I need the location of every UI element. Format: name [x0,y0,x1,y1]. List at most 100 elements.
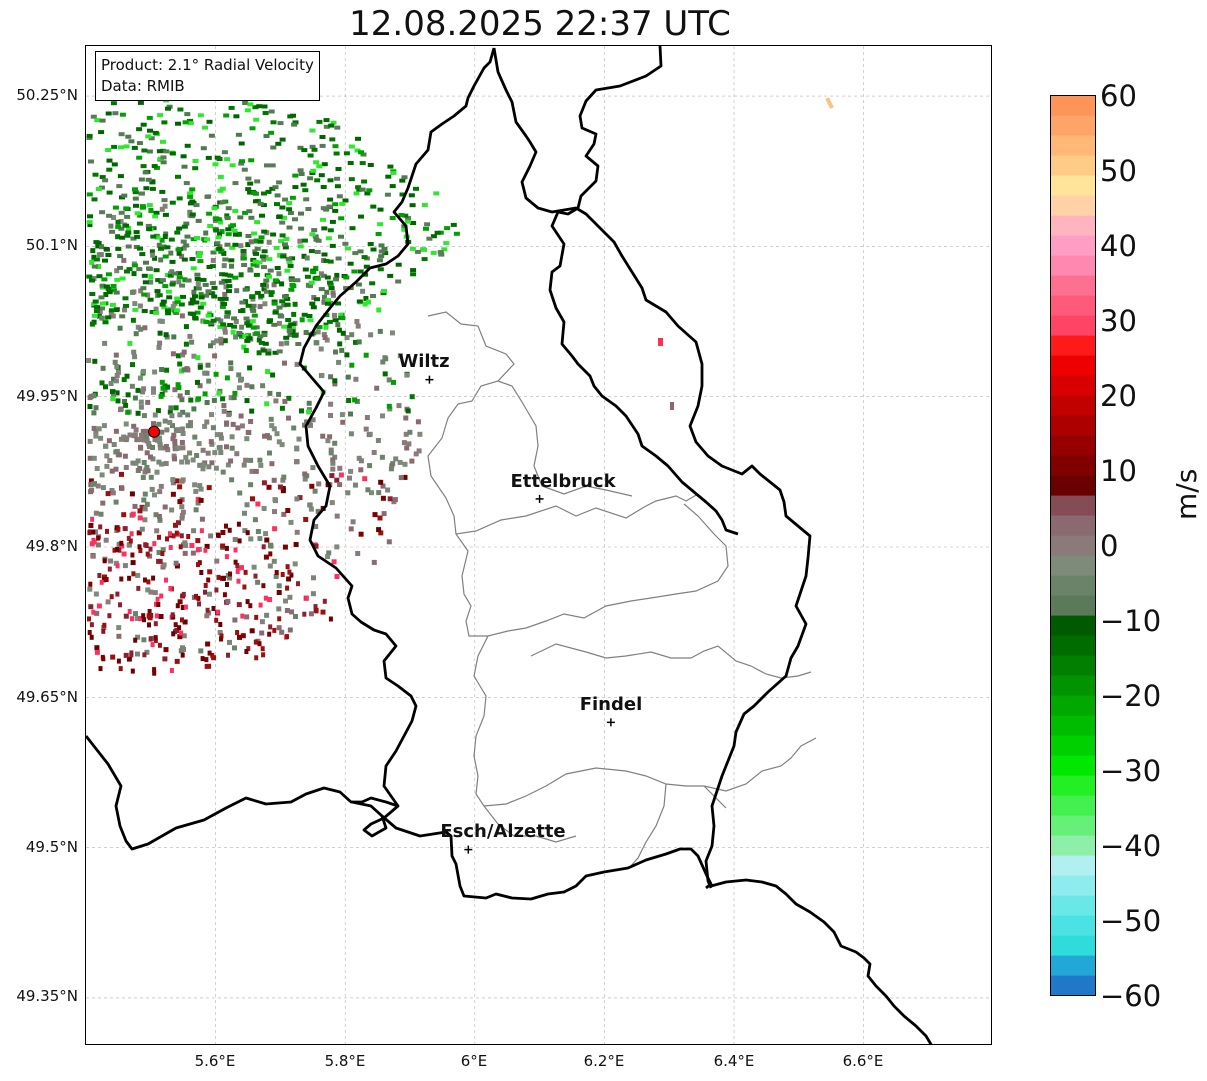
velocity-cell [277,121,284,126]
velocity-cell [146,203,153,208]
velocity-cell [240,613,245,619]
velocity-cell [229,445,235,451]
velocity-cell [127,432,133,438]
velocity-cell [88,482,94,488]
velocity-cell [262,111,269,115]
velocity-cell [399,192,406,197]
city-markers [425,375,615,854]
velocity-cell [124,435,130,441]
velocity-cell [438,252,445,257]
velocity-cell [387,273,394,278]
velocity-cell [218,340,224,346]
velocity-cell [405,216,412,221]
velocity-cell [98,524,103,530]
velocity-cell [279,405,285,411]
velocity-cell [314,297,320,302]
velocity-cell [138,404,144,410]
velocity-cell [239,159,245,164]
velocity-cell [141,497,147,503]
velocity-cell [188,301,195,306]
velocity-cell [118,602,122,608]
velocity-cell [328,450,334,456]
velocity-cell [303,197,310,202]
velocity-cell [327,197,334,202]
velocity-cell [221,408,227,414]
velocity-cell [384,192,391,197]
velocity-cell [94,645,100,651]
velocity-cell [182,550,188,556]
velocity-cell [196,562,200,568]
velocity-cell [236,231,242,237]
velocity-cell [246,430,252,435]
velocity-cell [229,434,235,440]
velocity-cell [332,378,338,384]
velocity-cell [195,218,202,223]
velocity-speck-positive [670,402,674,410]
velocity-cell [225,582,229,587]
velocity-cell [325,554,331,560]
velocity-cell [159,461,165,467]
velocity-cell [138,548,143,554]
velocity-cell [335,301,342,306]
velocity-cell [140,164,147,169]
velocity-cell [106,290,113,295]
velocity-cell [261,330,268,335]
velocity-cell [157,330,163,336]
velocity-cell [158,393,164,399]
velocity-cell [111,144,118,149]
velocity-cell [151,421,156,427]
velocity-cell [160,547,166,553]
velocity-cell [369,490,374,496]
velocity-cell [136,267,143,272]
velocity-cell [232,209,239,213]
lat-label: 50.25°N [16,86,78,104]
velocity-cell [224,213,230,219]
velocity-cell [207,663,212,669]
velocity-cell [245,599,250,605]
velocity-cell [158,558,163,564]
velocity-cell [174,563,180,569]
velocity-cell [92,299,99,304]
velocity-cell [106,213,113,218]
velocity-cell [189,212,196,217]
velocity-cell [367,463,373,469]
velocity-cell [192,294,198,299]
velocity-cell [134,234,141,239]
velocity-cell [133,331,139,337]
velocity-cell [142,280,149,285]
velocity-cell [145,399,151,405]
velocity-cell [365,299,371,305]
velocity-cell [159,302,166,307]
velocity-cell [248,457,254,463]
velocity-cell [152,255,158,261]
velocity-cell [258,235,265,240]
velocity-cell [277,484,283,490]
velocity-cell [195,379,200,385]
velocity-cell [110,101,117,106]
velocity-cell [358,150,365,155]
velocity-cell [170,477,176,483]
velocity-cell [413,451,419,457]
velocity-cell [146,227,153,232]
velocity-cell [196,254,203,258]
velocity-cell [266,348,272,354]
velocity-cell [141,148,148,153]
velocity-cell [382,251,389,256]
velocity-cell [119,235,126,240]
velocity-cell [228,458,234,464]
velocity-cell [224,444,229,450]
map-frame[interactable] [85,45,992,1045]
velocity-cell [184,366,190,372]
velocity-cell [238,413,244,419]
colorbar-band [1050,435,1096,456]
velocity-cell [382,371,388,377]
velocity-cell [257,641,262,647]
velocity-cell [135,387,141,393]
velocity-cell [174,658,180,664]
velocity-cell [105,528,109,534]
velocity-cell [328,401,334,407]
velocity-cell [132,307,139,312]
velocity-cell [172,443,178,449]
velocity-cell [208,533,214,539]
velocity-cell [211,206,218,211]
